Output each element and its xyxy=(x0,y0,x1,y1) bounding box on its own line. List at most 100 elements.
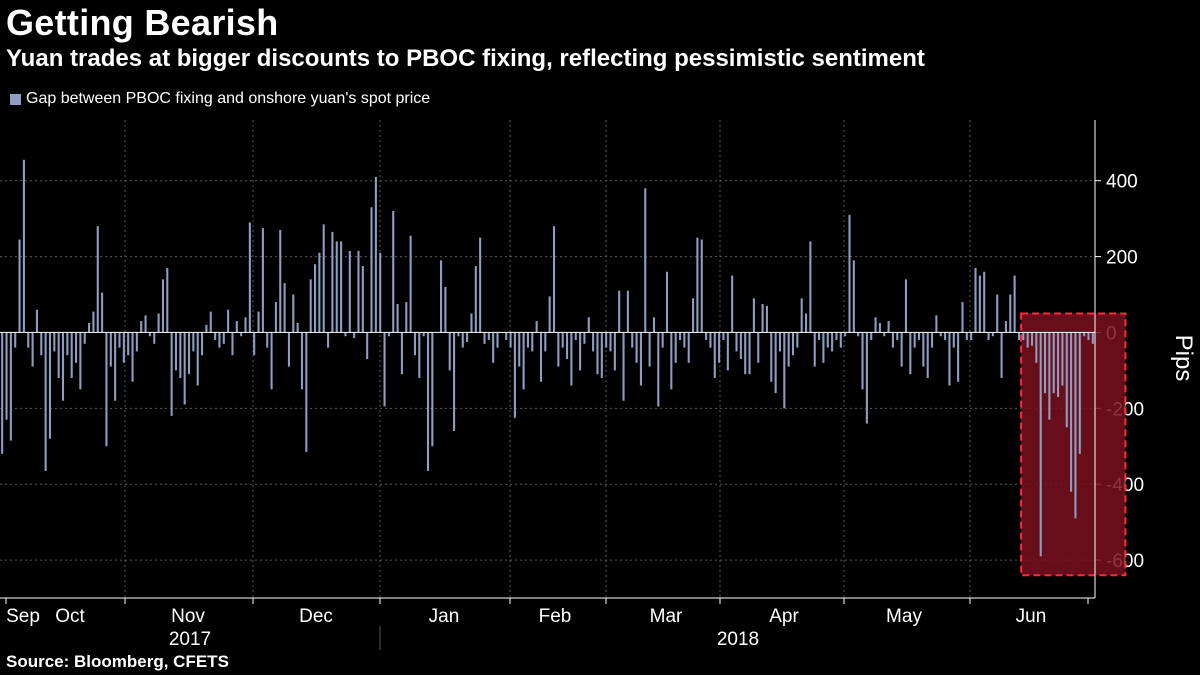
bar xyxy=(166,267,169,333)
bar xyxy=(613,332,616,371)
bar xyxy=(361,266,364,333)
bar xyxy=(570,332,573,386)
bar xyxy=(931,332,934,348)
bar xyxy=(804,313,808,333)
bar xyxy=(348,250,351,333)
bar xyxy=(957,332,960,382)
bar xyxy=(174,332,178,371)
bar xyxy=(322,224,325,333)
bar xyxy=(935,315,938,333)
bar xyxy=(439,260,443,333)
bar xyxy=(287,332,291,367)
bar xyxy=(431,332,434,447)
bar xyxy=(114,332,117,401)
bar xyxy=(1057,332,1060,397)
bar xyxy=(713,332,716,378)
x-tick-label: Jan xyxy=(429,606,460,627)
bar xyxy=(683,332,686,348)
bar xyxy=(965,332,968,341)
bar xyxy=(648,332,651,367)
bar xyxy=(383,332,386,407)
bar xyxy=(327,332,330,348)
bar xyxy=(1083,332,1086,337)
bar xyxy=(505,332,508,341)
bar xyxy=(457,332,460,337)
x-tick-label: Feb xyxy=(539,606,572,627)
year-label: 2017 xyxy=(169,629,211,650)
bar xyxy=(718,332,721,363)
bar xyxy=(300,332,304,390)
bar xyxy=(387,332,390,337)
bar xyxy=(622,332,625,401)
bar xyxy=(665,271,669,333)
bar xyxy=(48,332,52,439)
bar xyxy=(253,332,256,356)
bar xyxy=(974,267,977,333)
bar xyxy=(61,332,65,401)
legend-swatch xyxy=(10,93,21,105)
chart-title: Getting Bearish xyxy=(6,2,279,43)
bar xyxy=(318,252,321,333)
bar xyxy=(535,321,538,333)
bar xyxy=(444,286,447,333)
bar xyxy=(778,332,782,352)
bar xyxy=(422,332,425,337)
bar xyxy=(83,332,86,344)
bar xyxy=(587,317,590,333)
chart-subtitle: Yuan trades at bigger discounts to PBOC … xyxy=(6,45,925,72)
x-tick-label: Mar xyxy=(650,606,683,627)
bar xyxy=(474,266,477,333)
bar xyxy=(101,292,104,333)
bar xyxy=(413,332,417,356)
bar xyxy=(557,332,560,367)
bar xyxy=(57,332,60,378)
bar xyxy=(192,332,195,352)
bar xyxy=(170,332,173,416)
bar xyxy=(970,332,973,341)
bar xyxy=(1087,332,1090,341)
bar xyxy=(392,211,395,333)
bar xyxy=(583,332,586,344)
bar xyxy=(579,332,582,371)
bar xyxy=(696,237,699,333)
bar xyxy=(917,332,921,341)
bar xyxy=(79,332,82,390)
bar xyxy=(405,302,408,333)
bar xyxy=(266,332,269,348)
bar xyxy=(366,332,369,359)
bar xyxy=(205,324,208,333)
bar xyxy=(783,332,786,409)
bar xyxy=(44,332,47,471)
bar xyxy=(661,332,664,348)
bar xyxy=(357,250,360,333)
bar xyxy=(74,332,78,363)
bar xyxy=(857,332,860,337)
bar xyxy=(261,228,264,333)
bar xyxy=(744,332,747,375)
bar xyxy=(987,332,990,341)
bar xyxy=(214,332,217,341)
bar xyxy=(913,332,916,348)
bar xyxy=(379,252,382,333)
bar xyxy=(531,332,534,352)
x-tick-label: Jun xyxy=(1016,606,1047,627)
legend-label: Gap between PBOC fixing and onshore yuan… xyxy=(26,90,431,107)
source-note: Source: Bloomberg, CFETS xyxy=(6,652,229,671)
bar xyxy=(1091,332,1094,344)
bar xyxy=(461,332,464,348)
bar xyxy=(592,332,595,352)
bar xyxy=(605,332,608,348)
chart-legend: Gap between PBOC fixing and onshore yuan… xyxy=(10,90,430,108)
bar xyxy=(257,311,260,333)
bar xyxy=(1065,332,1068,428)
bar xyxy=(148,332,151,337)
bar xyxy=(135,332,138,352)
bar xyxy=(722,332,725,341)
bar xyxy=(487,332,490,341)
bar xyxy=(609,332,612,352)
bar xyxy=(187,332,191,375)
bar xyxy=(179,332,182,378)
bar xyxy=(466,332,469,342)
bar xyxy=(574,332,577,341)
